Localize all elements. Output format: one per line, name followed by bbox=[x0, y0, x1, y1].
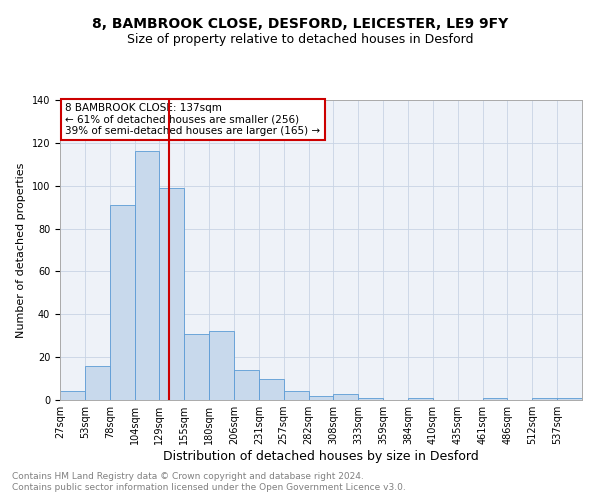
Bar bbox=[134, 152, 160, 400]
Bar bbox=[334, 394, 358, 400]
Bar bbox=[110, 205, 134, 400]
Text: 8 BAMBROOK CLOSE: 137sqm
← 61% of detached houses are smaller (256)
39% of semi-: 8 BAMBROOK CLOSE: 137sqm ← 61% of detach… bbox=[65, 103, 320, 136]
Bar bbox=[532, 398, 557, 400]
Bar bbox=[85, 366, 110, 400]
Bar bbox=[284, 392, 308, 400]
Bar bbox=[160, 188, 184, 400]
Bar bbox=[234, 370, 259, 400]
Y-axis label: Number of detached properties: Number of detached properties bbox=[16, 162, 26, 338]
Text: Contains public sector information licensed under the Open Government Licence v3: Contains public sector information licen… bbox=[12, 484, 406, 492]
Text: Contains HM Land Registry data © Crown copyright and database right 2024.: Contains HM Land Registry data © Crown c… bbox=[12, 472, 364, 481]
Bar bbox=[408, 398, 433, 400]
Text: 8, BAMBROOK CLOSE, DESFORD, LEICESTER, LE9 9FY: 8, BAMBROOK CLOSE, DESFORD, LEICESTER, L… bbox=[92, 18, 508, 32]
Bar bbox=[259, 378, 284, 400]
Bar bbox=[358, 398, 383, 400]
Bar bbox=[308, 396, 334, 400]
Bar bbox=[60, 392, 85, 400]
Bar bbox=[209, 332, 234, 400]
Text: Size of property relative to detached houses in Desford: Size of property relative to detached ho… bbox=[127, 32, 473, 46]
X-axis label: Distribution of detached houses by size in Desford: Distribution of detached houses by size … bbox=[163, 450, 479, 463]
Bar bbox=[557, 398, 582, 400]
Bar bbox=[482, 398, 508, 400]
Bar bbox=[184, 334, 209, 400]
